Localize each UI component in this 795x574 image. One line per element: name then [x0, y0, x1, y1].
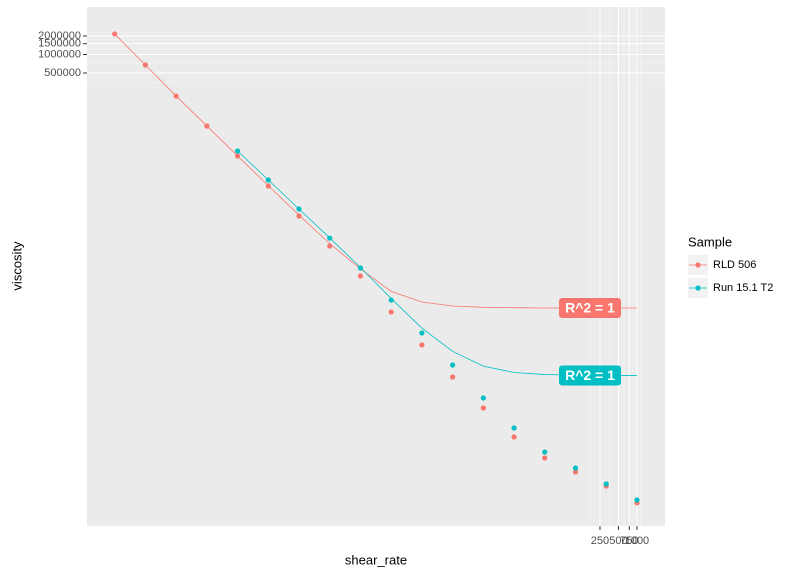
point	[388, 297, 394, 303]
y-tick-label: 2000000	[38, 30, 81, 42]
point	[572, 465, 579, 471]
legend-label: Run 15.1 T2	[713, 282, 773, 294]
point	[634, 497, 640, 503]
point	[603, 481, 609, 487]
point	[357, 265, 364, 271]
y-tick-label: 500000	[44, 67, 81, 79]
legend-label: RLD 506	[713, 259, 756, 271]
point	[480, 395, 486, 401]
point	[450, 362, 456, 368]
point	[419, 342, 425, 348]
point	[296, 206, 302, 212]
y-tick-label: 1500000	[38, 38, 81, 50]
x-tick-label: 250	[591, 535, 609, 547]
point	[572, 469, 579, 475]
point	[327, 235, 333, 241]
annotation: R^2 = 1	[565, 300, 615, 316]
x-axis-title: shear_rate	[345, 552, 407, 567]
point	[265, 183, 271, 189]
point	[511, 425, 517, 431]
point	[265, 177, 271, 183]
point	[296, 213, 302, 219]
panel	[87, 7, 665, 526]
legend-point	[695, 285, 701, 291]
point	[173, 93, 179, 99]
point	[388, 309, 394, 315]
y-tick-label: 1000000	[38, 48, 81, 60]
point	[480, 405, 486, 411]
legend-point	[695, 262, 701, 268]
point	[327, 243, 333, 249]
point	[112, 31, 118, 37]
x-tick-label: 500	[609, 535, 627, 547]
point	[419, 330, 425, 336]
annotation-box	[559, 298, 621, 319]
fit-line	[114, 33, 637, 309]
annotation-box	[559, 365, 621, 386]
x-tick-label: 750	[620, 535, 638, 547]
point	[142, 62, 149, 68]
point	[542, 449, 548, 455]
point	[234, 148, 241, 154]
point	[204, 123, 210, 129]
point	[542, 455, 548, 461]
point	[511, 434, 517, 440]
point	[234, 153, 241, 159]
annotation: R^2 = 1	[565, 367, 615, 383]
y-axis-title: viscosity	[9, 241, 24, 291]
legend-title: Sample	[688, 234, 732, 249]
point	[450, 374, 456, 380]
point	[357, 273, 364, 279]
x-tick-label: 1000	[625, 535, 649, 547]
